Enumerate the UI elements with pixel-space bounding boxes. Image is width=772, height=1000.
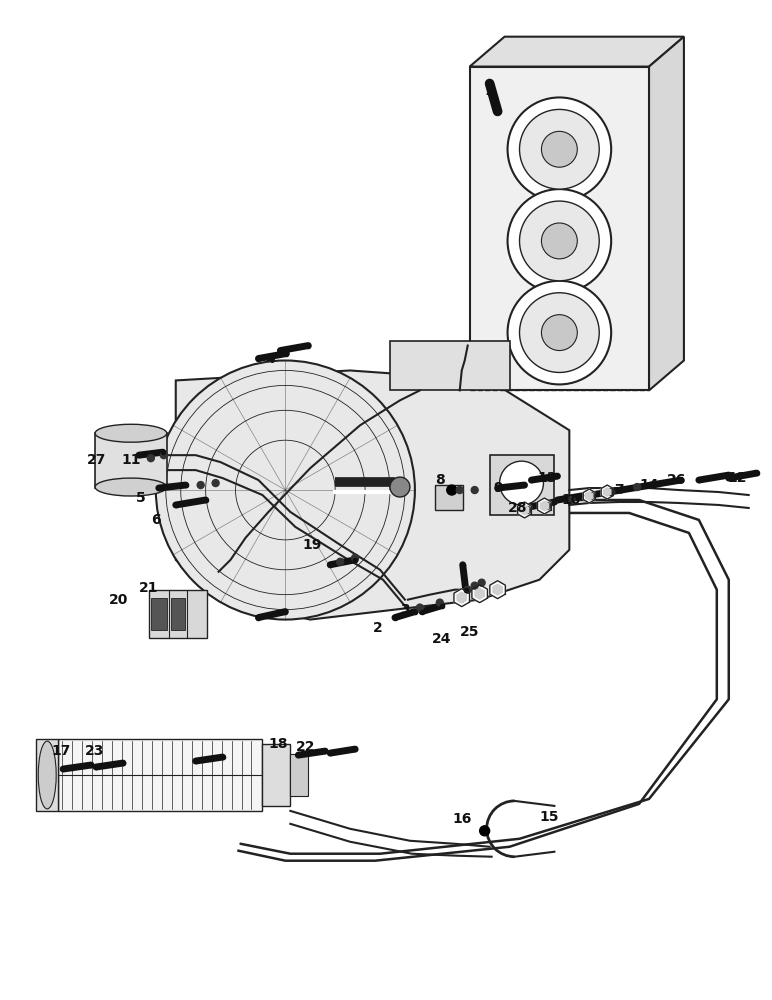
Circle shape bbox=[390, 477, 410, 497]
Circle shape bbox=[212, 480, 219, 487]
Text: 17: 17 bbox=[52, 744, 71, 758]
Text: 27: 27 bbox=[87, 453, 107, 467]
Text: 2: 2 bbox=[373, 621, 383, 635]
Circle shape bbox=[337, 558, 344, 565]
Bar bbox=[390, 341, 510, 390]
Polygon shape bbox=[520, 505, 529, 515]
Text: 16: 16 bbox=[452, 812, 472, 826]
Polygon shape bbox=[517, 502, 531, 518]
Text: 6: 6 bbox=[151, 513, 161, 527]
Polygon shape bbox=[604, 488, 611, 496]
Circle shape bbox=[156, 361, 415, 620]
Circle shape bbox=[541, 223, 577, 259]
Circle shape bbox=[568, 497, 575, 503]
Text: 7: 7 bbox=[615, 483, 624, 497]
Bar bbox=[58, 739, 262, 811]
Text: 24: 24 bbox=[432, 632, 452, 646]
Polygon shape bbox=[537, 498, 551, 514]
Polygon shape bbox=[493, 584, 503, 595]
Text: 12: 12 bbox=[727, 471, 747, 485]
Bar bbox=[262, 744, 290, 806]
Circle shape bbox=[520, 201, 599, 281]
Circle shape bbox=[447, 485, 457, 495]
Circle shape bbox=[471, 487, 478, 494]
Polygon shape bbox=[586, 492, 593, 500]
Text: 22: 22 bbox=[296, 740, 315, 754]
Bar bbox=[469, 67, 649, 390]
Circle shape bbox=[524, 506, 531, 513]
Circle shape bbox=[520, 109, 599, 189]
Text: 20: 20 bbox=[110, 593, 129, 607]
Circle shape bbox=[587, 493, 594, 500]
Polygon shape bbox=[489, 581, 506, 599]
Circle shape bbox=[351, 554, 359, 561]
Circle shape bbox=[499, 461, 543, 505]
Text: 21: 21 bbox=[139, 581, 158, 595]
Bar bbox=[36, 739, 58, 811]
Circle shape bbox=[478, 579, 485, 586]
Text: 9: 9 bbox=[493, 481, 503, 495]
Text: 13: 13 bbox=[538, 471, 557, 485]
Circle shape bbox=[161, 452, 168, 459]
Bar bbox=[95, 433, 167, 488]
Text: 4: 4 bbox=[266, 352, 276, 366]
Ellipse shape bbox=[95, 478, 167, 496]
Bar bbox=[489, 455, 554, 515]
Polygon shape bbox=[469, 37, 684, 67]
Polygon shape bbox=[583, 489, 595, 503]
Circle shape bbox=[507, 97, 611, 201]
Text: 14: 14 bbox=[639, 478, 659, 492]
Circle shape bbox=[464, 586, 471, 593]
Circle shape bbox=[479, 826, 489, 836]
Text: 8: 8 bbox=[435, 473, 445, 487]
Text: 1: 1 bbox=[485, 84, 495, 98]
Circle shape bbox=[507, 189, 611, 293]
Text: 25: 25 bbox=[460, 625, 479, 639]
Circle shape bbox=[520, 293, 599, 372]
Bar bbox=[435, 485, 462, 510]
Text: 5: 5 bbox=[136, 491, 146, 505]
Polygon shape bbox=[457, 592, 466, 603]
Ellipse shape bbox=[95, 424, 167, 442]
Circle shape bbox=[436, 599, 443, 606]
Text: 10: 10 bbox=[562, 493, 581, 507]
Circle shape bbox=[197, 482, 204, 489]
Circle shape bbox=[147, 455, 154, 462]
Text: 15: 15 bbox=[540, 810, 559, 824]
Polygon shape bbox=[454, 589, 469, 607]
Circle shape bbox=[541, 131, 577, 167]
Polygon shape bbox=[472, 585, 487, 603]
Circle shape bbox=[456, 487, 463, 494]
Text: 26: 26 bbox=[667, 473, 686, 487]
Circle shape bbox=[459, 595, 466, 602]
Circle shape bbox=[416, 604, 423, 611]
Text: 11: 11 bbox=[121, 453, 141, 467]
Circle shape bbox=[471, 582, 478, 589]
Polygon shape bbox=[540, 501, 549, 511]
Circle shape bbox=[541, 315, 577, 351]
Polygon shape bbox=[176, 370, 569, 620]
Text: 23: 23 bbox=[86, 744, 105, 758]
Bar bbox=[151, 598, 167, 630]
Circle shape bbox=[507, 281, 611, 384]
Circle shape bbox=[608, 489, 615, 496]
Text: 3: 3 bbox=[400, 603, 410, 617]
Circle shape bbox=[544, 502, 551, 509]
Bar bbox=[290, 754, 308, 796]
Text: 19: 19 bbox=[303, 538, 322, 552]
Text: 18: 18 bbox=[269, 737, 288, 751]
Polygon shape bbox=[601, 485, 613, 499]
Ellipse shape bbox=[39, 741, 56, 809]
Text: 28: 28 bbox=[508, 501, 527, 515]
Bar bbox=[149, 590, 207, 638]
Polygon shape bbox=[475, 588, 484, 599]
Bar bbox=[171, 598, 185, 630]
Circle shape bbox=[634, 484, 641, 491]
Polygon shape bbox=[649, 37, 684, 390]
